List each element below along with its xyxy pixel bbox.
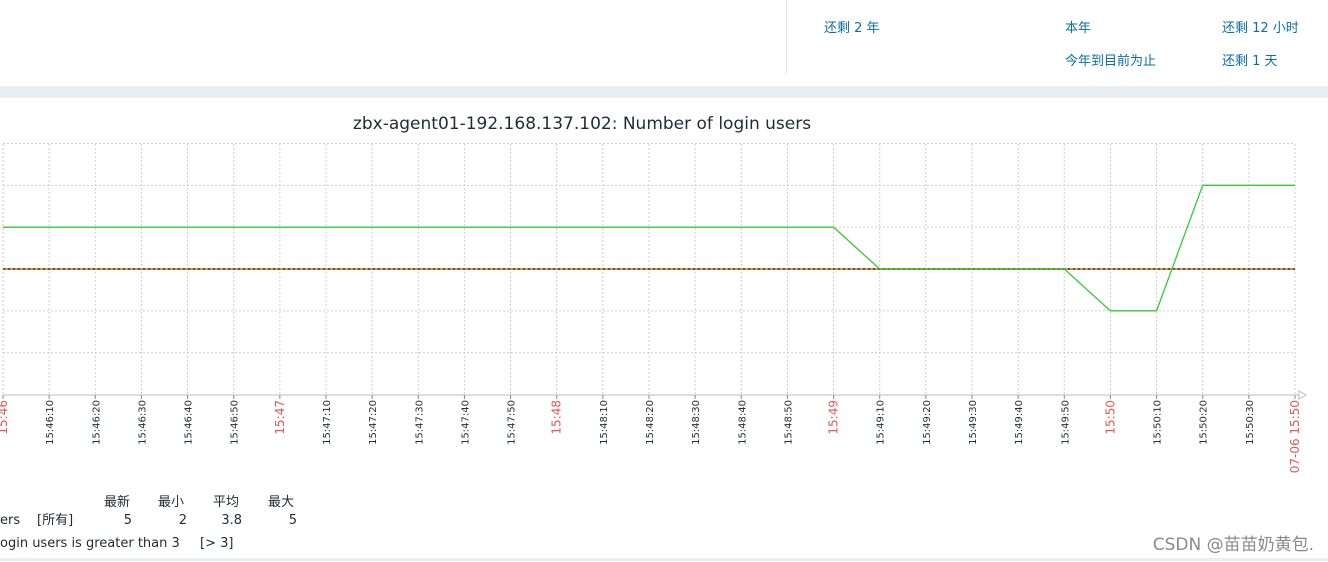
x-tick-label: 15:50:20 <box>1199 400 1210 445</box>
x-tick-label: 15:46:40 <box>184 400 195 445</box>
x-tick-label: 15:49:40 <box>1014 400 1025 445</box>
legend-trigger-condition: [> 3] <box>200 536 233 551</box>
x-tick-label: 15:48:50 <box>783 400 794 445</box>
legend-series-scope: [所有] <box>37 513 73 528</box>
panel-divider <box>786 0 787 74</box>
x-tick-label: 15:49:50 <box>1060 400 1071 445</box>
series-line-login-users <box>3 184 1295 312</box>
bottom-separator <box>0 558 1328 561</box>
x-tick-label: 07-06 15:50 <box>1288 400 1302 473</box>
x-tick-label: 15:48:10 <box>599 400 610 445</box>
period-link-this-year[interactable]: 本年 <box>1065 21 1092 36</box>
x-axis: 15:46 15:46:10 15:46:20 15:46:30 15:46:40 15:… <box>0 390 1308 473</box>
x-tick-label: 15:47:10 <box>322 400 333 445</box>
x-tick-label: 15:47:50 <box>507 400 518 445</box>
period-link-2-years-left[interactable]: 还剩 2 年 <box>824 21 880 36</box>
legend-series-name: ers <box>0 513 20 528</box>
x-tick-label: 15:47:30 <box>414 400 425 445</box>
x-tick-label: 15:46 <box>0 400 10 435</box>
x-tick-label: 15:50:10 <box>1153 400 1164 445</box>
x-tick-label: 15:46:20 <box>91 400 102 445</box>
x-tick-label: 15:49 <box>827 400 841 435</box>
x-tick-label: 15:48 <box>550 400 564 435</box>
x-tick-label: 15:47 <box>273 400 287 435</box>
x-tick-label: 15:50 <box>1103 400 1117 435</box>
x-tick-label: 15:49:10 <box>876 400 887 445</box>
section-separator <box>0 86 1328 98</box>
legend-header-min: 最小 <box>158 495 184 510</box>
legend-trigger-text: ogin users is greater than 3 <box>0 536 180 551</box>
x-tick-label: 15:46:10 <box>45 400 56 445</box>
x-tick-label: 15:48:40 <box>737 400 748 445</box>
legend-value-min: 2 <box>179 513 187 528</box>
legend-value-last: 5 <box>124 513 132 528</box>
period-link-1-day-left[interactable]: 还剩 1 天 <box>1222 54 1278 69</box>
legend-header-last: 最新 <box>104 494 130 510</box>
x-axis-arrow <box>1298 390 1308 400</box>
chart-title: zbx-agent01-192.168.137.102: Number of l… <box>353 114 811 134</box>
legend-value-max: 5 <box>289 513 297 528</box>
x-tick-label: 15:48:30 <box>691 400 702 445</box>
x-tick-label: 15:49:30 <box>968 400 979 445</box>
x-tick-label: 15:47:40 <box>460 400 471 445</box>
x-tick-label: 15:46:30 <box>137 400 148 445</box>
x-tick-label: 15:47:20 <box>368 400 379 445</box>
x-tick-label: 15:46:50 <box>230 400 241 445</box>
chart-series <box>3 184 1295 312</box>
x-tick-label: 15:49:20 <box>922 400 933 445</box>
x-tick-label: 15:48:20 <box>645 400 656 445</box>
watermark: CSDN @苗苗奶黄包. <box>1152 535 1314 555</box>
legend-header-avg: 平均 <box>213 495 239 510</box>
graph-panel: zbx-agent01-192.168.137.102: Number of l… <box>0 98 1328 558</box>
period-link-year-to-date[interactable]: 今年到目前为止 <box>1065 54 1157 69</box>
chart-legend: 最新 最小 平均 最大 ers [所有] 5 2 3.8 5 ogin user… <box>0 494 297 551</box>
login-users-chart: zbx-agent01-192.168.137.102: Number of l… <box>0 114 1308 551</box>
x-tick-label: 15:50:30 <box>1245 400 1256 445</box>
period-link-12-hours-left[interactable]: 还剩 12 小时 <box>1222 21 1299 36</box>
time-period-panel: 还剩 2 年 本年 还剩 12 小时 今年到目前为止 还剩 1 天 <box>0 0 1328 86</box>
legend-value-avg: 3.8 <box>221 513 242 528</box>
legend-header-max: 最大 <box>268 495 294 510</box>
